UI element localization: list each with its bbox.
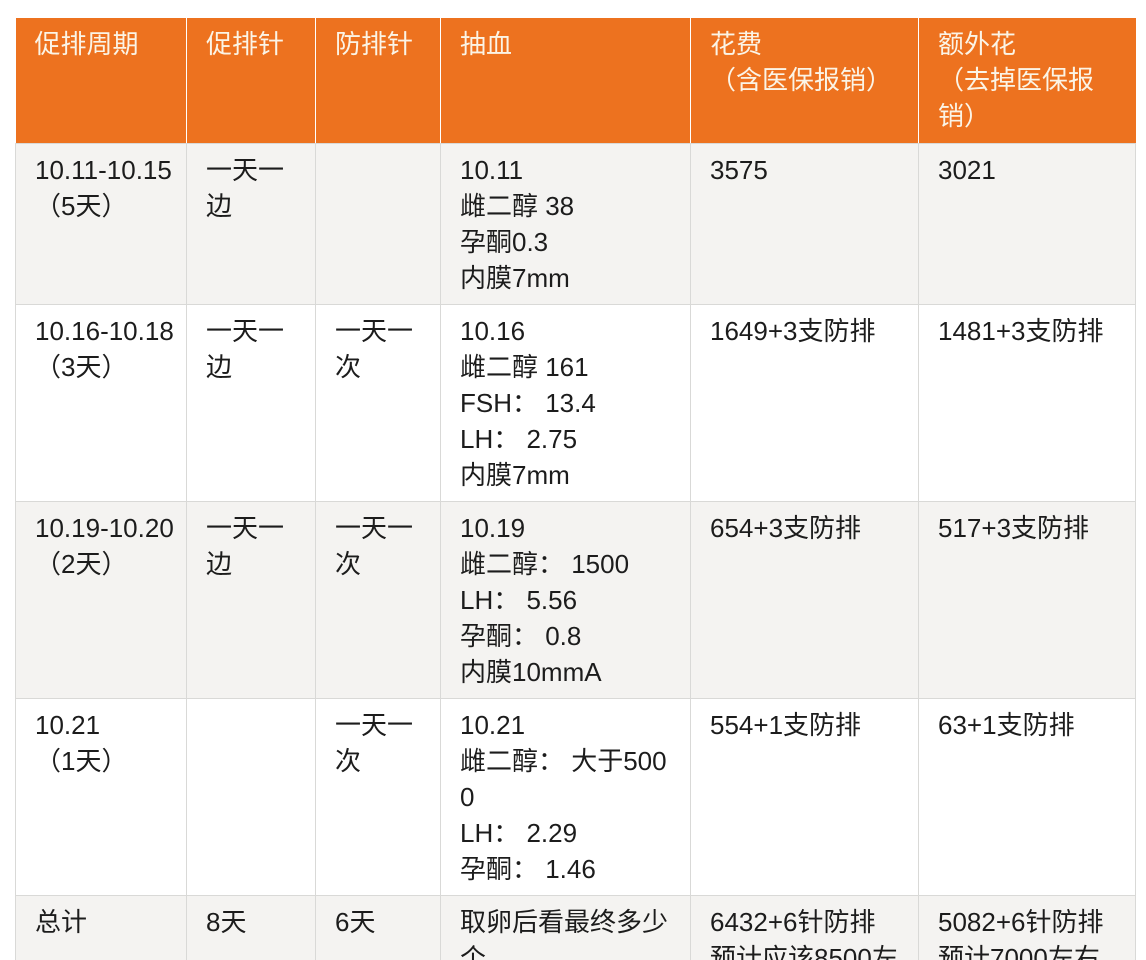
col-header-stim-shot: 促排针 <box>186 18 316 144</box>
table-row-total: 总计 8天 6天 取卵后看最终多少个 6432+6针防排 预计应该8500左右 … <box>15 894 1136 960</box>
cell-cost: 3575 <box>690 142 919 305</box>
table-row-4: 10.21 （1天） 一天一次 10.21 雌二醇： 大于5000 LH： 2.… <box>15 697 1136 896</box>
col-header-anti-shot: 防排针 <box>315 18 441 144</box>
cell-extra-cost: 1481+3支防排 <box>918 303 1136 502</box>
cell-cycle: 10.16-10.18 （3天） <box>15 303 187 502</box>
cell-stim-shot <box>186 697 316 896</box>
cell-extra-cost: 517+3支防排 <box>918 500 1136 699</box>
cell-cycle: 10.19-10.20 （2天） <box>15 500 187 699</box>
cell-extra-cost: 63+1支防排 <box>918 697 1136 896</box>
cell-cycle: 10.11-10.15 （5天） <box>15 142 187 305</box>
cell-blood-draw: 10.16 雌二醇 161 FSH： 13.4 LH： 2.75 内膜7mm <box>440 303 691 502</box>
cell-extra-cost: 3021 <box>918 142 1136 305</box>
cell-total-anti-days: 6天 <box>315 894 441 960</box>
table-row-2: 10.16-10.18 （3天） 一天一边 一天一次 10.16 雌二醇 161… <box>15 303 1136 502</box>
table-row-1: 10.11-10.15 （5天） 一天一边 10.11 雌二醇 38 孕酮0.3… <box>15 142 1136 305</box>
col-header-cost-with-insurance: 花费 （含医保报销） <box>690 18 919 144</box>
header-row: 促排周期 促排针 防排针 抽血 花费 （含医保报销） 额外花 （去掉医保报 销） <box>15 18 1136 144</box>
cell-cost: 654+3支防排 <box>690 500 919 699</box>
cell-total-extra-cost: 5082+6针防排 预计7000左右 <box>918 894 1136 960</box>
cell-anti-shot: 一天一次 <box>315 697 441 896</box>
cell-anti-shot: 一天一次 <box>315 500 441 699</box>
col-header-blood-draw: 抽血 <box>440 18 691 144</box>
cell-blood-draw: 10.11 雌二醇 38 孕酮0.3 内膜7mm <box>440 142 691 305</box>
col-header-extra-cost: 额外花 （去掉医保报 销） <box>918 18 1136 144</box>
cell-anti-shot: 一天一次 <box>315 303 441 502</box>
cell-stim-shot: 一天一边 <box>186 500 316 699</box>
cell-cost: 554+1支防排 <box>690 697 919 896</box>
ivf-cycle-cost-table: 促排周期 促排针 防排针 抽血 花费 （含医保报销） 额外花 （去掉医保报 销）… <box>15 18 1136 960</box>
cell-blood-draw: 10.21 雌二醇： 大于5000 LH： 2.29 孕酮： 1.46 <box>440 697 691 896</box>
cell-total-cost: 6432+6针防排 预计应该8500左右 <box>690 894 919 960</box>
cell-total-stim-days: 8天 <box>186 894 316 960</box>
cell-anti-shot <box>315 142 441 305</box>
cell-cost: 1649+3支防排 <box>690 303 919 502</box>
cell-total-blood-note: 取卵后看最终多少个 <box>440 894 691 960</box>
cell-cycle: 10.21 （1天） <box>15 697 187 896</box>
cell-total-label: 总计 <box>15 894 187 960</box>
col-header-cycle: 促排周期 <box>15 18 187 144</box>
cell-blood-draw: 10.19 雌二醇： 1500 LH： 5.56 孕酮： 0.8 内膜10mmA <box>440 500 691 699</box>
table-row-3: 10.19-10.20 （2天） 一天一边 一天一次 10.19 雌二醇： 15… <box>15 500 1136 699</box>
cell-stim-shot: 一天一边 <box>186 303 316 502</box>
cell-stim-shot: 一天一边 <box>186 142 316 305</box>
